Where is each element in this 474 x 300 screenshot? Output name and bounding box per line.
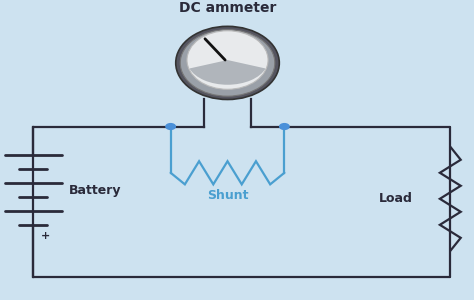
Text: +: + [40,231,50,242]
Text: Shunt: Shunt [207,189,248,203]
Text: Load: Load [379,192,412,205]
Circle shape [166,124,175,129]
Circle shape [280,124,289,129]
Ellipse shape [176,26,279,100]
Text: Battery: Battery [69,184,121,196]
Wedge shape [190,60,265,85]
Text: DC ammeter: DC ammeter [179,1,276,15]
Ellipse shape [187,31,268,89]
Ellipse shape [180,30,275,96]
